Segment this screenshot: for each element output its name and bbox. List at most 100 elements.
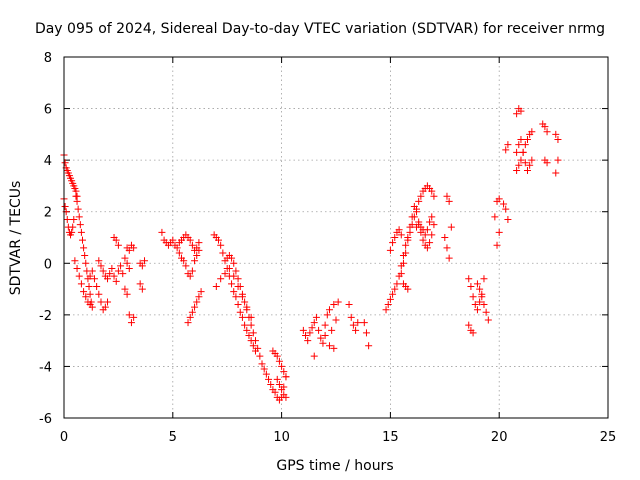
data-point — [136, 280, 144, 288]
data-point — [423, 226, 431, 234]
data-point — [78, 236, 86, 244]
data-point — [125, 264, 133, 272]
data-point — [299, 326, 307, 334]
data-point — [271, 388, 279, 396]
data-point — [504, 215, 512, 223]
data-point — [515, 141, 523, 149]
data-point — [234, 282, 242, 290]
data-point — [426, 239, 434, 247]
data-point — [502, 146, 510, 154]
data-point — [315, 326, 323, 334]
data-point — [334, 298, 342, 306]
data-point — [504, 141, 512, 149]
data-point — [108, 264, 116, 272]
data-point — [502, 205, 510, 213]
data-point — [419, 236, 427, 244]
data-point — [528, 128, 536, 136]
data-point — [465, 321, 473, 329]
data-point — [193, 252, 201, 260]
data-point — [526, 161, 534, 169]
data-point — [186, 272, 194, 280]
data-point — [175, 249, 183, 257]
data-point — [317, 334, 325, 342]
data-point — [362, 329, 370, 337]
data-point — [230, 259, 238, 267]
data-points-layer — [60, 105, 562, 404]
data-point — [180, 257, 188, 265]
data-point — [482, 308, 490, 316]
data-point — [421, 231, 429, 239]
data-point — [119, 270, 127, 278]
data-point — [106, 270, 114, 278]
data-point — [473, 280, 481, 288]
data-point — [77, 228, 85, 236]
data-point — [86, 290, 94, 298]
data-point — [469, 293, 477, 301]
data-point — [97, 298, 105, 306]
data-point — [428, 213, 436, 221]
data-point — [428, 187, 436, 195]
data-point — [478, 290, 486, 298]
data-point — [382, 306, 390, 314]
data-point — [90, 275, 98, 283]
data-point — [330, 301, 338, 309]
data-point — [75, 272, 83, 280]
data-point — [273, 375, 281, 383]
data-point — [354, 319, 362, 327]
series-arc23 — [465, 275, 479, 337]
data-point — [73, 197, 81, 205]
data-point — [121, 254, 129, 262]
data-point — [254, 344, 262, 352]
data-point — [430, 221, 438, 229]
y-axis-label: SDTVAR / TECUs — [8, 181, 24, 296]
data-point — [241, 298, 249, 306]
data-point — [232, 267, 240, 275]
data-point — [63, 215, 71, 223]
data-point — [173, 244, 181, 252]
data-point — [391, 285, 399, 293]
data-point — [430, 192, 438, 200]
data-point — [80, 288, 88, 296]
series-arc19 — [386, 226, 412, 293]
data-point — [417, 192, 425, 200]
data-point — [169, 236, 177, 244]
data-point — [182, 262, 190, 270]
data-point — [306, 329, 314, 337]
data-point — [325, 306, 333, 314]
y-tick-label: 6 — [44, 103, 52, 118]
data-point — [188, 241, 196, 249]
x-tick-label: 10 — [273, 430, 290, 445]
data-point — [212, 282, 220, 290]
data-point — [262, 370, 270, 378]
series-arc5 — [86, 267, 112, 314]
data-point — [423, 244, 431, 252]
data-point — [386, 295, 394, 303]
data-point — [251, 337, 259, 345]
data-point — [99, 267, 107, 275]
y-tick-label: -2 — [39, 309, 52, 324]
data-point — [217, 275, 225, 283]
grid-layer — [64, 57, 608, 418]
data-point — [389, 290, 397, 298]
data-point — [191, 303, 199, 311]
data-point — [480, 275, 488, 283]
data-point — [112, 277, 120, 285]
data-point — [397, 231, 405, 239]
data-point — [521, 141, 529, 149]
data-point — [471, 301, 479, 309]
data-point — [517, 107, 525, 115]
data-point — [513, 110, 521, 118]
data-point — [130, 313, 138, 321]
data-point — [221, 270, 229, 278]
data-point — [517, 136, 525, 144]
data-point — [349, 321, 357, 329]
data-point — [82, 293, 90, 301]
data-point — [543, 128, 551, 136]
data-point — [319, 339, 327, 347]
data-point — [88, 267, 96, 275]
data-point — [121, 285, 129, 293]
data-point — [73, 264, 81, 272]
data-point — [188, 308, 196, 316]
data-point — [86, 272, 94, 280]
data-point — [352, 326, 360, 334]
